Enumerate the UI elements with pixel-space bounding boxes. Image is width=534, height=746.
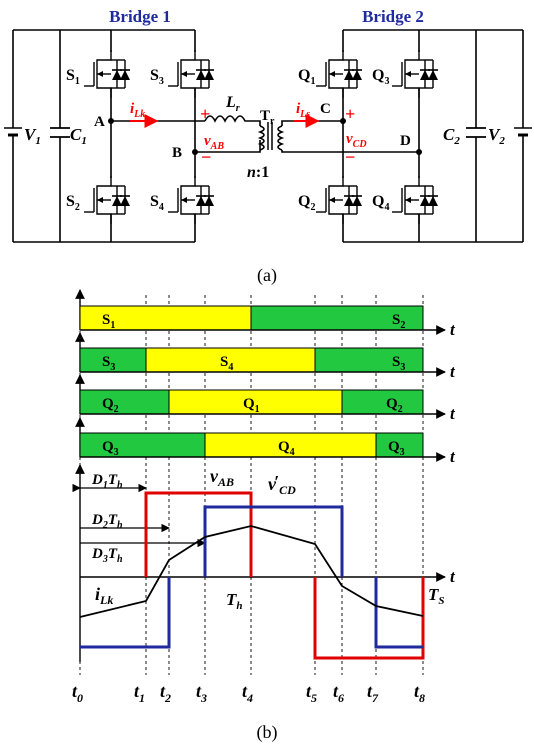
node-b: B bbox=[172, 145, 182, 161]
node-a: A bbox=[94, 114, 105, 130]
vab-wave-label: vAB bbox=[210, 466, 234, 489]
row2-mid: S4 bbox=[220, 354, 233, 373]
tick-t8: t8 bbox=[414, 681, 425, 705]
vcd-label: vCD bbox=[346, 131, 367, 150]
row-q3-q4: t Q3 Q4 Q3 bbox=[75, 417, 456, 466]
ilk-wave-label: iLk bbox=[95, 584, 113, 607]
c1-label: C1 bbox=[70, 125, 87, 147]
voltage-current-plot: t D1Th D2Th D3Th vAB v′CD iLk Th TS bbox=[72, 464, 456, 662]
row4-right: Q3 bbox=[388, 439, 405, 458]
tick-t7: t7 bbox=[367, 681, 379, 705]
lr-label: Lr bbox=[225, 94, 240, 114]
ts-label: TS bbox=[428, 585, 445, 607]
tick-t3: t3 bbox=[196, 681, 207, 705]
row2-left: S3 bbox=[102, 354, 115, 373]
vcd-waveform bbox=[80, 505, 423, 649]
switch-s3 bbox=[167, 49, 215, 99]
vab-plus: + bbox=[200, 104, 210, 124]
svg-text:t: t bbox=[450, 447, 456, 466]
svg-text:t: t bbox=[450, 567, 456, 586]
bridge1-title: Bridge 1 bbox=[109, 7, 171, 26]
ils-label: iLs bbox=[296, 101, 310, 120]
vab-waveform bbox=[144, 491, 425, 660]
switch-q3 bbox=[391, 49, 439, 99]
vab-minus: − bbox=[201, 147, 211, 167]
row1-left: S1 bbox=[102, 312, 115, 331]
label-q4: Q4 bbox=[372, 193, 389, 213]
tick-t6: t6 bbox=[333, 681, 344, 705]
node-c: C bbox=[320, 101, 331, 117]
label-s3: S3 bbox=[150, 67, 164, 87]
label-q2: Q2 bbox=[298, 193, 315, 213]
tick-t0: t0 bbox=[72, 681, 83, 705]
svg-text:t: t bbox=[450, 320, 456, 339]
v1-label: V1 bbox=[24, 125, 41, 147]
waveform-diagram: t S1 S2 t S3 S4 S3 t Q2 Q1 Q2 bbox=[72, 289, 456, 743]
tick-t4: t4 bbox=[242, 681, 253, 705]
row-q2-q1: t Q2 Q1 Q2 bbox=[75, 374, 456, 423]
switch-q2 bbox=[315, 175, 363, 225]
row4-mid: Q4 bbox=[278, 439, 295, 458]
label-s2: S2 bbox=[66, 193, 80, 213]
d1th-label: D1Th bbox=[91, 472, 123, 491]
row3-mid: Q1 bbox=[243, 396, 260, 415]
row3-left: Q2 bbox=[102, 396, 119, 415]
caption-b: (b) bbox=[257, 722, 278, 743]
switch-q1 bbox=[315, 49, 363, 99]
row-s1-s2: t S1 S2 bbox=[75, 289, 456, 339]
label-q1: Q1 bbox=[298, 67, 315, 87]
vcd-minus: − bbox=[345, 147, 355, 167]
d3th-label: D3Th bbox=[91, 546, 123, 565]
v2-label: V2 bbox=[488, 125, 505, 147]
label-q3: Q3 bbox=[372, 67, 389, 87]
bridge2-title: Bridge 2 bbox=[362, 7, 424, 26]
row-s3-s4: t S3 S4 S3 bbox=[75, 332, 456, 381]
row4-left: Q3 bbox=[102, 439, 119, 458]
node-d: D bbox=[400, 133, 411, 149]
time-tick-labels: t0 t1 t2 t3 t4 t5 t6 t7 t8 bbox=[72, 681, 425, 705]
svg-text:t: t bbox=[450, 362, 456, 381]
label-s1: S1 bbox=[66, 67, 80, 87]
vcd-plus: + bbox=[345, 104, 355, 124]
ilk-label: iLk bbox=[130, 101, 145, 120]
svg-text:t: t bbox=[450, 404, 456, 423]
tick-t2: t2 bbox=[160, 681, 171, 705]
switch-q4 bbox=[391, 175, 439, 225]
row2-right: S3 bbox=[392, 354, 405, 373]
row1-right: S2 bbox=[392, 312, 405, 331]
tick-t1: t1 bbox=[134, 681, 145, 705]
row3-right: Q2 bbox=[386, 396, 403, 415]
ilk-waveform bbox=[79, 525, 424, 618]
tr-label: Tr bbox=[260, 108, 275, 127]
th-label: Th bbox=[226, 590, 243, 612]
vcd-wave-label: v′CD bbox=[268, 472, 296, 497]
switch-s1 bbox=[83, 49, 131, 99]
label-s4: S4 bbox=[150, 193, 164, 213]
circuit-diagram: Bridge 1 Bridge 2 V1 C1 S1 S3 S2 S4 A iL… bbox=[4, 7, 532, 286]
vab-label: vAB bbox=[204, 133, 224, 152]
c2-label: C2 bbox=[443, 125, 460, 147]
ratio-label: n:1 bbox=[247, 164, 269, 181]
caption-a: (a) bbox=[257, 265, 277, 286]
d2th-label: D2Th bbox=[91, 512, 123, 531]
tick-t5: t5 bbox=[306, 681, 317, 705]
switch-s4 bbox=[167, 175, 215, 225]
switch-s2 bbox=[83, 175, 131, 225]
